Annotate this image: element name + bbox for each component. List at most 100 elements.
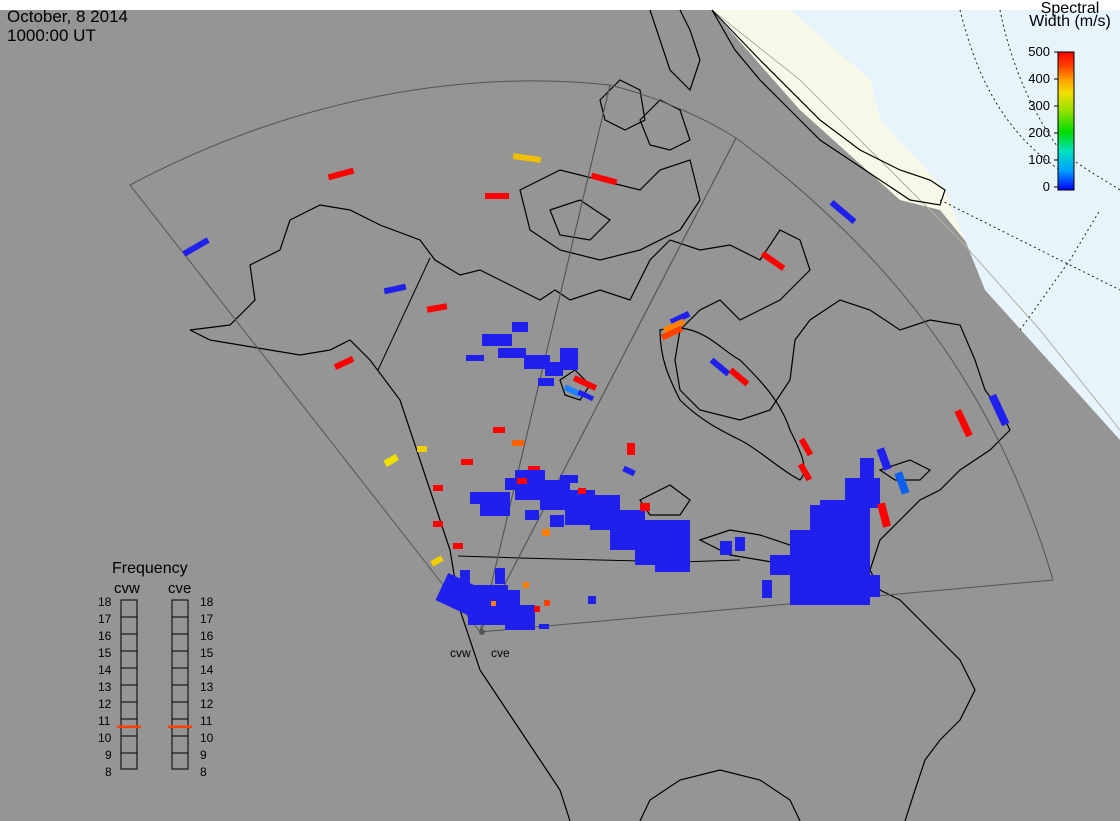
echo-cell xyxy=(627,443,635,455)
echo-cell xyxy=(870,575,880,597)
echo-cell xyxy=(327,167,355,181)
colorbar-ticks xyxy=(1054,51,1058,188)
echo-cell xyxy=(524,355,550,369)
echo-cell xyxy=(735,537,745,551)
echo-cell xyxy=(453,543,463,549)
echo-cell xyxy=(655,540,690,572)
freq-tick-right: 13 xyxy=(200,680,214,694)
coastline-north-america xyxy=(189,204,1011,821)
echo-cell xyxy=(542,529,550,536)
polar-region xyxy=(790,10,1120,440)
echo-cell xyxy=(728,367,750,387)
echo-cell xyxy=(182,237,210,257)
echo-cell xyxy=(855,585,865,601)
echo-cell xyxy=(860,458,874,486)
echo-cell xyxy=(512,153,542,163)
freq-tick-right: 11 xyxy=(200,714,213,728)
echo-cell xyxy=(709,357,731,377)
echo-cell xyxy=(762,580,772,598)
echo-cell xyxy=(498,348,526,358)
echo-cell xyxy=(485,193,509,199)
greenland-coast xyxy=(711,9,946,206)
borders xyxy=(377,257,741,563)
freq-tick-right: 15 xyxy=(200,646,214,660)
freq-tick-left: 8 xyxy=(105,765,112,779)
radar-label-cve: cve xyxy=(491,646,510,660)
colorbar-tick-label: 0 xyxy=(1042,179,1050,194)
echo-cell xyxy=(512,322,528,332)
echo-cell xyxy=(333,356,355,370)
echo-cell xyxy=(528,466,540,472)
echo-cell xyxy=(523,582,529,588)
coastline-gulf xyxy=(639,769,801,821)
freq-tick-right: 9 xyxy=(200,748,207,762)
echo-cell xyxy=(482,334,512,346)
echo-cell xyxy=(512,440,524,446)
echo-cell xyxy=(470,492,510,504)
freq-tick-left: 17 xyxy=(98,612,112,626)
fov-cve xyxy=(479,137,1054,633)
echo-cell xyxy=(430,555,444,567)
echo-cell xyxy=(590,172,618,186)
echo-cell xyxy=(461,459,473,465)
frequency-gridlines xyxy=(121,616,188,754)
freq-tick-right: 10 xyxy=(200,731,214,745)
radar-site-marker xyxy=(479,629,485,635)
echo-cell xyxy=(493,427,505,433)
arctic-island xyxy=(599,79,646,131)
radar-label-cvw: cvw xyxy=(450,646,471,660)
colorbar-tick-label: 100 xyxy=(1028,152,1050,167)
top-margin xyxy=(0,0,1120,10)
echo-cell xyxy=(544,600,550,606)
freq-tick-left: 16 xyxy=(98,629,112,643)
coastline-pacific xyxy=(189,329,571,821)
meridian-line xyxy=(1019,209,1101,331)
fov-cvw xyxy=(129,80,611,633)
echo-cell xyxy=(545,362,563,376)
freq-tick-left: 9 xyxy=(105,748,112,762)
echo-cell xyxy=(433,521,443,527)
echo-cell xyxy=(517,478,527,484)
echo-cell xyxy=(460,570,470,584)
freq-tick-right: 12 xyxy=(200,697,214,711)
frequency-title: Frequency xyxy=(112,560,188,577)
echo-cell xyxy=(383,453,400,467)
echo-cell xyxy=(988,393,1010,427)
time-label: 1000:00 UT xyxy=(7,26,96,45)
freq-tick-left: 14 xyxy=(98,663,112,677)
freq-tick-left: 18 xyxy=(98,595,112,609)
fov-boundary xyxy=(479,137,737,633)
freq-tick-left: 15 xyxy=(98,646,112,660)
fov-arc xyxy=(609,84,737,139)
backscatter-cells xyxy=(182,153,1010,630)
echo-cell xyxy=(534,606,540,612)
hudson-bay xyxy=(659,327,805,481)
us-canada-border xyxy=(457,555,741,563)
freq-tick-right: 17 xyxy=(200,612,214,626)
alaska-border xyxy=(377,257,431,371)
echo-cell xyxy=(798,437,814,457)
echo-cell xyxy=(640,503,650,511)
echo-cell xyxy=(495,568,505,584)
colorbar xyxy=(1057,51,1075,191)
echo-cell xyxy=(560,348,578,370)
echo-cell xyxy=(572,375,598,391)
echo-cell xyxy=(877,502,891,528)
echo-cell xyxy=(810,505,822,530)
colorbar-title-line2: Width (m/s) xyxy=(1029,13,1111,30)
freq-tick-left: 12 xyxy=(98,697,112,711)
echo-cell xyxy=(797,462,813,482)
echo-cell xyxy=(550,515,564,527)
date-label: October, 8 2014 xyxy=(7,7,128,26)
radar-fov xyxy=(129,80,1054,633)
freq-tick-left: 11 xyxy=(98,714,111,728)
echo-cell xyxy=(662,318,686,334)
echo-cell xyxy=(466,355,484,361)
echo-cell xyxy=(505,605,535,630)
echo-cell xyxy=(480,504,510,516)
echo-cell xyxy=(622,465,636,477)
echo-cell xyxy=(660,325,684,341)
echo-cell xyxy=(433,485,443,491)
